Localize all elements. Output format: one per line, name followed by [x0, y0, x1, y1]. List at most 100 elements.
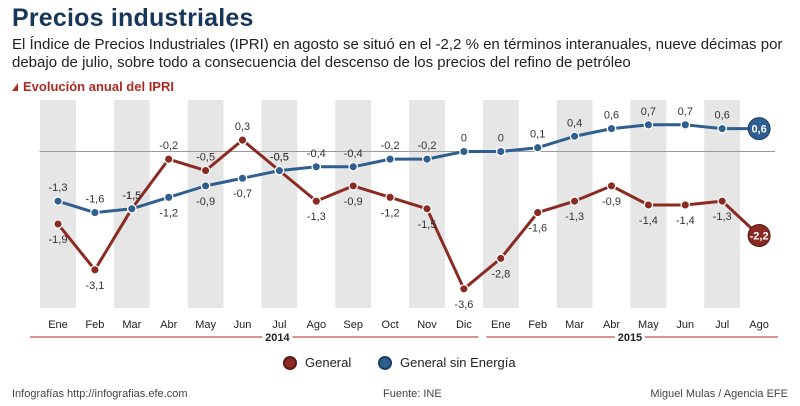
- x-tick-label-13: Feb: [528, 319, 547, 331]
- data-label-sin-energia-11: 0: [461, 133, 467, 145]
- legend-label-general: General: [305, 355, 352, 370]
- x-tick-label-18: Jul: [715, 319, 729, 331]
- footer-author: Miguel Mulas / Agencia EFE: [650, 388, 788, 400]
- data-label-general-5: 0,3: [235, 121, 250, 133]
- point-general-8: [348, 181, 359, 191]
- point-sin-energia-14: [569, 131, 580, 142]
- data-label-sin-energia-10: -0,2: [418, 140, 437, 152]
- point-sin-energia-3: [163, 192, 174, 203]
- point-sin-energia-11: [459, 146, 469, 157]
- data-label-general-15: -0,9: [602, 196, 621, 208]
- year-label-2015: 2015: [618, 332, 642, 344]
- point-sin-energia-17: [680, 119, 691, 130]
- point-general-10: [422, 203, 432, 214]
- x-tick-label-6: Jul: [272, 319, 286, 331]
- point-sin-energia-9: [385, 154, 395, 165]
- data-label-sin-energia-8: -0,4: [344, 148, 363, 160]
- data-label-sin-energia-6: -0,5: [270, 152, 289, 164]
- point-general-18: [717, 196, 728, 206]
- series-line-general: [56, 138, 761, 291]
- point-general-9: [385, 192, 395, 203]
- data-label-general-13: -1,6: [528, 223, 547, 235]
- data-label-general-3: -0,2: [159, 140, 178, 152]
- data-label-sin-energia-16: 0,7: [641, 106, 656, 118]
- point-general-12: [495, 253, 506, 264]
- data-label-general-8: -0,9: [344, 196, 363, 208]
- legend-item-sin-energia: General sin Energía: [378, 355, 516, 370]
- point-sin-energia-4: [200, 181, 211, 191]
- data-label-general-1: -3,1: [85, 280, 104, 292]
- legend-label-sin-energia: General sin Energía: [400, 355, 516, 370]
- point-general-3: [163, 154, 174, 165]
- data-label-general-11: -3,6: [454, 299, 473, 311]
- data-label-sin-energia-13: 0,1: [530, 129, 545, 141]
- point-sin-energia-10: [422, 154, 432, 165]
- chart-subtitle: El Índice de Precios Industriales (IPRI)…: [12, 36, 783, 71]
- data-label-sin-energia-14: 0,4: [567, 117, 582, 129]
- x-tick-label-8: Sep: [343, 319, 363, 331]
- data-label-sin-energia-12: 0: [498, 133, 504, 145]
- point-sin-energia-8: [348, 161, 359, 172]
- data-label-sin-energia-4: -0,9: [196, 196, 215, 208]
- legend-dot-sin-energia: [378, 355, 392, 370]
- x-tick-label-19: Ago: [749, 319, 769, 331]
- x-tick-label-0: Ene: [48, 319, 68, 331]
- point-general-15: [606, 181, 617, 191]
- point-general-7: [311, 196, 322, 206]
- point-general-17: [680, 200, 691, 210]
- data-label-sin-energia-0: -1,3: [49, 182, 68, 194]
- point-sin-energia-2: [126, 203, 137, 214]
- x-tick-label-7: Ago: [307, 319, 327, 331]
- data-label-sin-energia-7: -0,4: [307, 148, 326, 160]
- data-label-sin-energia-2: -1,5: [122, 190, 141, 202]
- point-sin-energia-12: [495, 146, 506, 157]
- legend-dot-general: [283, 355, 297, 370]
- point-general-1: [90, 264, 100, 275]
- chart-title: Precios industriales: [12, 4, 254, 32]
- band-4: [187, 100, 224, 308]
- data-label-general-18: -1,3: [713, 211, 732, 223]
- data-label-general-19: -2,2: [750, 230, 769, 242]
- point-sin-energia-1: [90, 207, 100, 218]
- series-line-sin-energia: [57, 123, 760, 215]
- band-6: [261, 100, 298, 308]
- x-tick-label-3: Abr: [160, 319, 177, 331]
- data-label-sin-energia-17: 0,7: [678, 106, 693, 118]
- data-label-general-6: -0,5: [270, 152, 289, 164]
- x-tick-label-16: May: [638, 319, 659, 331]
- point-sin-energia-16: [643, 119, 654, 130]
- section-label: Evolución anual del IPRI: [12, 79, 174, 94]
- data-label-sin-energia-5: -0,7: [233, 188, 252, 200]
- point-sin-energia-15: [606, 123, 617, 134]
- data-label-general-16: -1,4: [639, 215, 658, 227]
- point-sin-energia-5: [237, 173, 248, 184]
- footer-credit: Infografías http://infografias.efe.com: [12, 388, 188, 400]
- data-label-general-2: -1,5: [122, 190, 141, 202]
- x-tick-label-14: Mar: [565, 319, 584, 331]
- footer-source: Fuente: INE: [383, 388, 442, 400]
- data-label-sin-energia-19: 0,6: [751, 124, 766, 136]
- data-label-general-9: -1,2: [381, 207, 400, 219]
- point-sin-energia-7: [311, 161, 322, 172]
- point-general-11: [459, 284, 469, 294]
- data-label-sin-energia-15: 0,6: [604, 110, 619, 122]
- data-label-sin-energia-1: -1,6: [85, 194, 104, 206]
- x-tick-label-1: Feb: [85, 319, 104, 331]
- point-general-14: [569, 196, 580, 206]
- x-tick-label-5: Jun: [234, 319, 252, 331]
- point-sin-energia-18: [717, 123, 728, 134]
- point-sin-energia-6: [274, 165, 285, 176]
- band-12: [482, 100, 519, 308]
- data-label-general-4: -0,5: [196, 152, 215, 164]
- data-label-general-17: -1,4: [676, 215, 695, 227]
- legend-item-general: General: [283, 355, 351, 370]
- data-label-sin-energia-9: -0,2: [381, 140, 400, 152]
- x-tick-label-17: Jun: [676, 319, 694, 331]
- year-label-2014: 2014: [265, 332, 290, 344]
- point-general-13: [532, 207, 543, 218]
- point-sin-energia-19: [747, 117, 771, 141]
- data-label-general-0: -1,9: [49, 234, 68, 246]
- x-tick-label-11: Dic: [456, 319, 472, 331]
- point-general-0: [53, 219, 63, 229]
